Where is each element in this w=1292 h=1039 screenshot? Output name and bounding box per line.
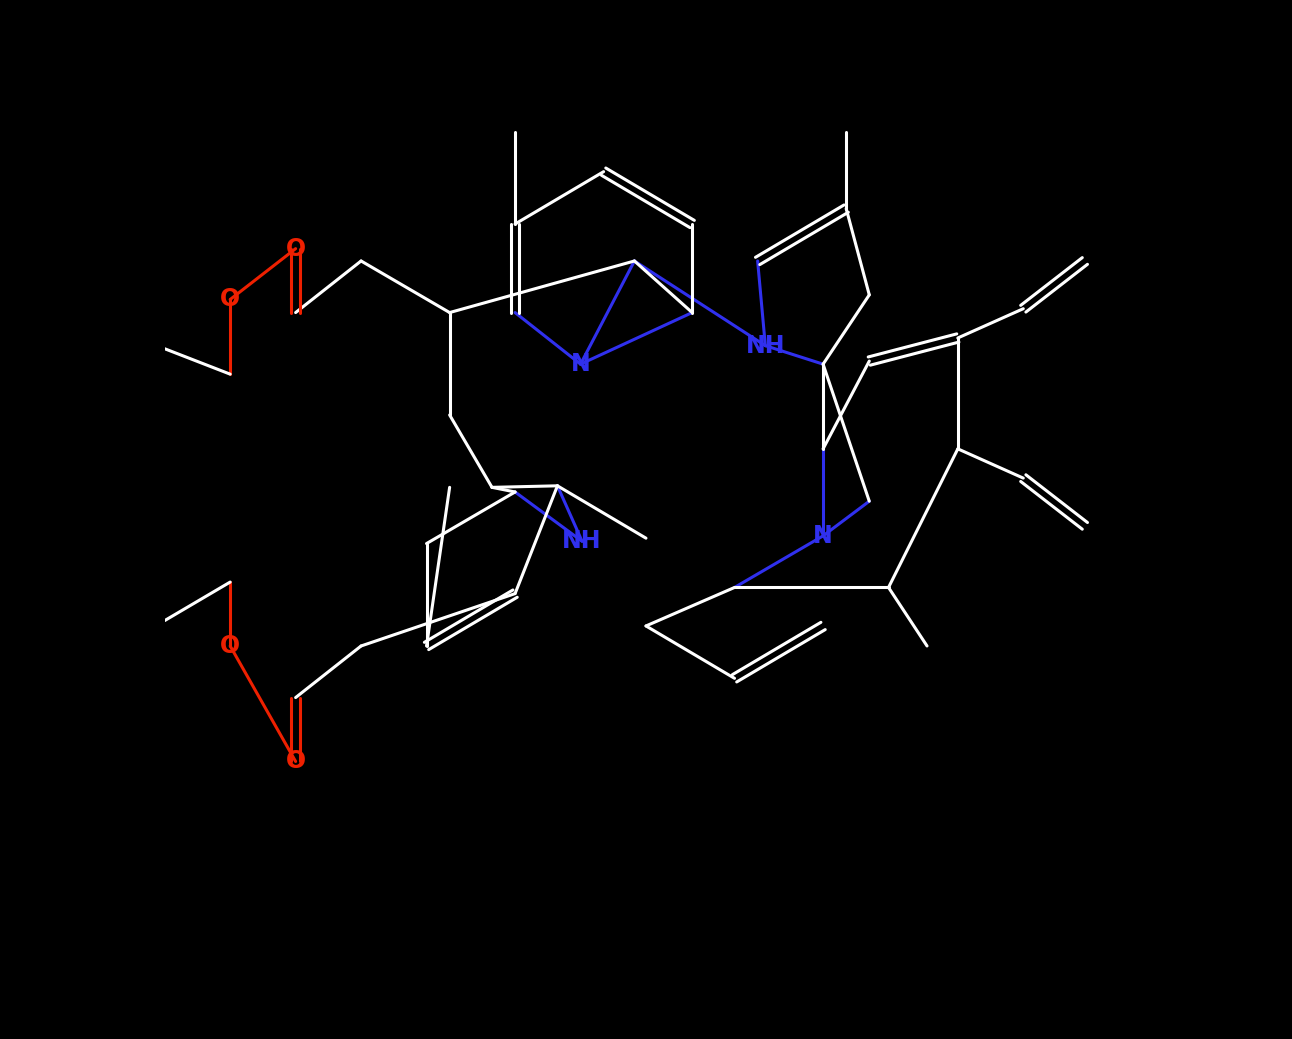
Text: NH: NH xyxy=(745,334,786,357)
Text: N: N xyxy=(813,524,833,548)
Text: O: O xyxy=(286,749,306,773)
Text: N: N xyxy=(571,352,590,376)
Text: O: O xyxy=(220,634,240,658)
Text: NH: NH xyxy=(562,529,602,553)
Text: O: O xyxy=(286,237,306,261)
Text: O: O xyxy=(220,288,240,312)
